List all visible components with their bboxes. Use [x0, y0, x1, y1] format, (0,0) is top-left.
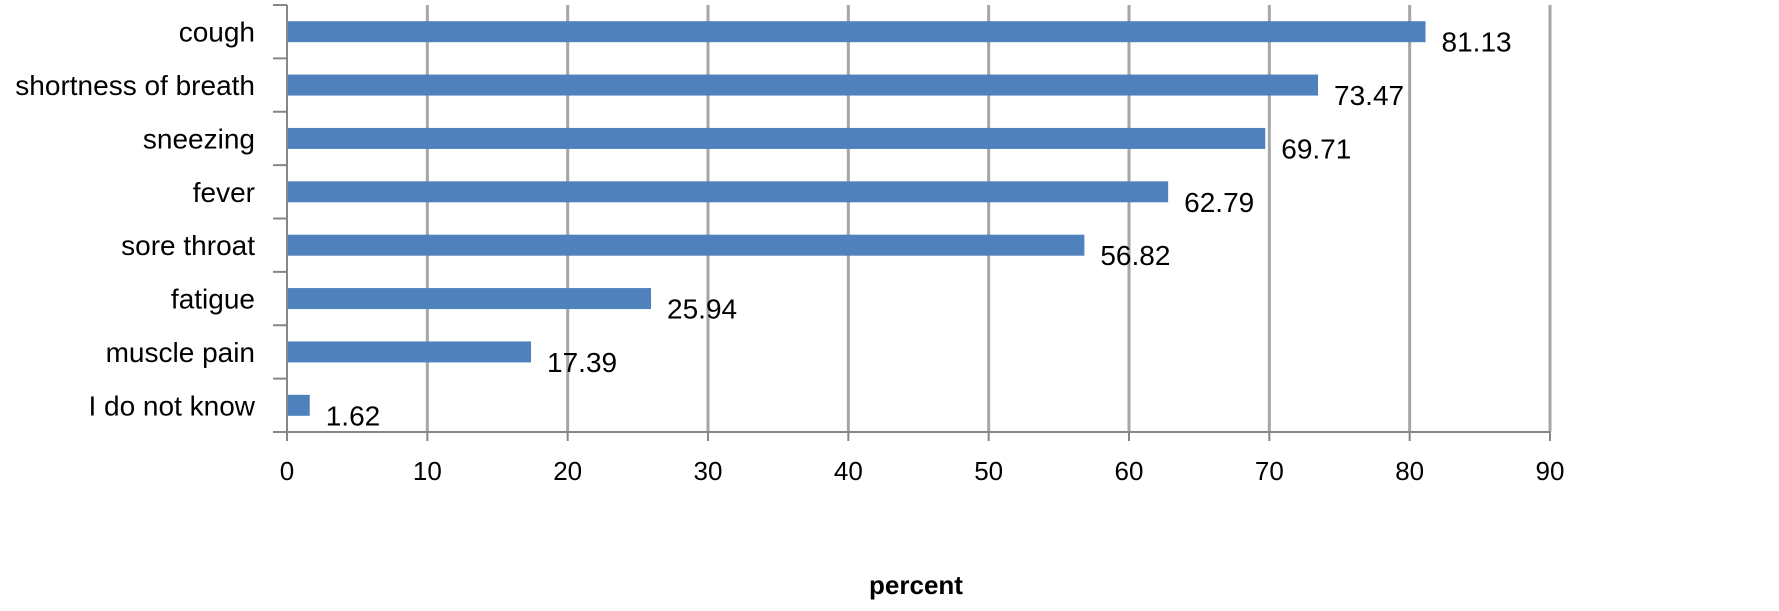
- x-tick-label: 30: [694, 456, 723, 486]
- bars: [287, 21, 1426, 416]
- category-label: shortness of breath: [15, 70, 255, 101]
- x-tick-label: 40: [834, 456, 863, 486]
- data-label: 69.71: [1281, 133, 1351, 164]
- bar: [287, 341, 532, 363]
- category-label: I do not know: [88, 390, 255, 421]
- category-label: fever: [193, 177, 255, 208]
- x-tick-label: 20: [553, 456, 582, 486]
- category-label: sore throat: [121, 230, 255, 261]
- data-label: 73.47: [1334, 80, 1404, 111]
- x-tick-label: 90: [1536, 456, 1565, 486]
- x-tick-label: 50: [974, 456, 1003, 486]
- data-label: 62.79: [1184, 187, 1254, 218]
- bar: [287, 127, 1266, 149]
- data-label: 56.82: [1100, 240, 1170, 271]
- bar: [287, 288, 652, 310]
- bar: [287, 181, 1169, 203]
- data-label: 81.13: [1442, 27, 1512, 58]
- bar: [287, 234, 1085, 256]
- x-tick-label: 70: [1255, 456, 1284, 486]
- x-tick-label: 80: [1395, 456, 1424, 486]
- bar: [287, 21, 1426, 43]
- category-label: muscle pain: [106, 337, 255, 368]
- bar: [287, 394, 310, 416]
- data-label: 1.62: [326, 400, 381, 431]
- category-label: sneezing: [143, 123, 255, 154]
- axes: [273, 4, 1551, 441]
- category-label: cough: [179, 17, 255, 48]
- data-label: 25.94: [667, 294, 737, 325]
- x-tick-label: 60: [1115, 456, 1144, 486]
- labels: 0 10 20 30 40 50 60 70 80 90 cough 81.13 shortness o…: [15, 17, 1564, 486]
- x-tick-label: 0: [280, 456, 294, 486]
- category-label: fatigue: [171, 284, 255, 315]
- bar: [287, 74, 1319, 96]
- x-axis-title: percent: [869, 570, 963, 600]
- data-label: 17.39: [547, 347, 617, 378]
- x-tick-label: 10: [413, 456, 442, 486]
